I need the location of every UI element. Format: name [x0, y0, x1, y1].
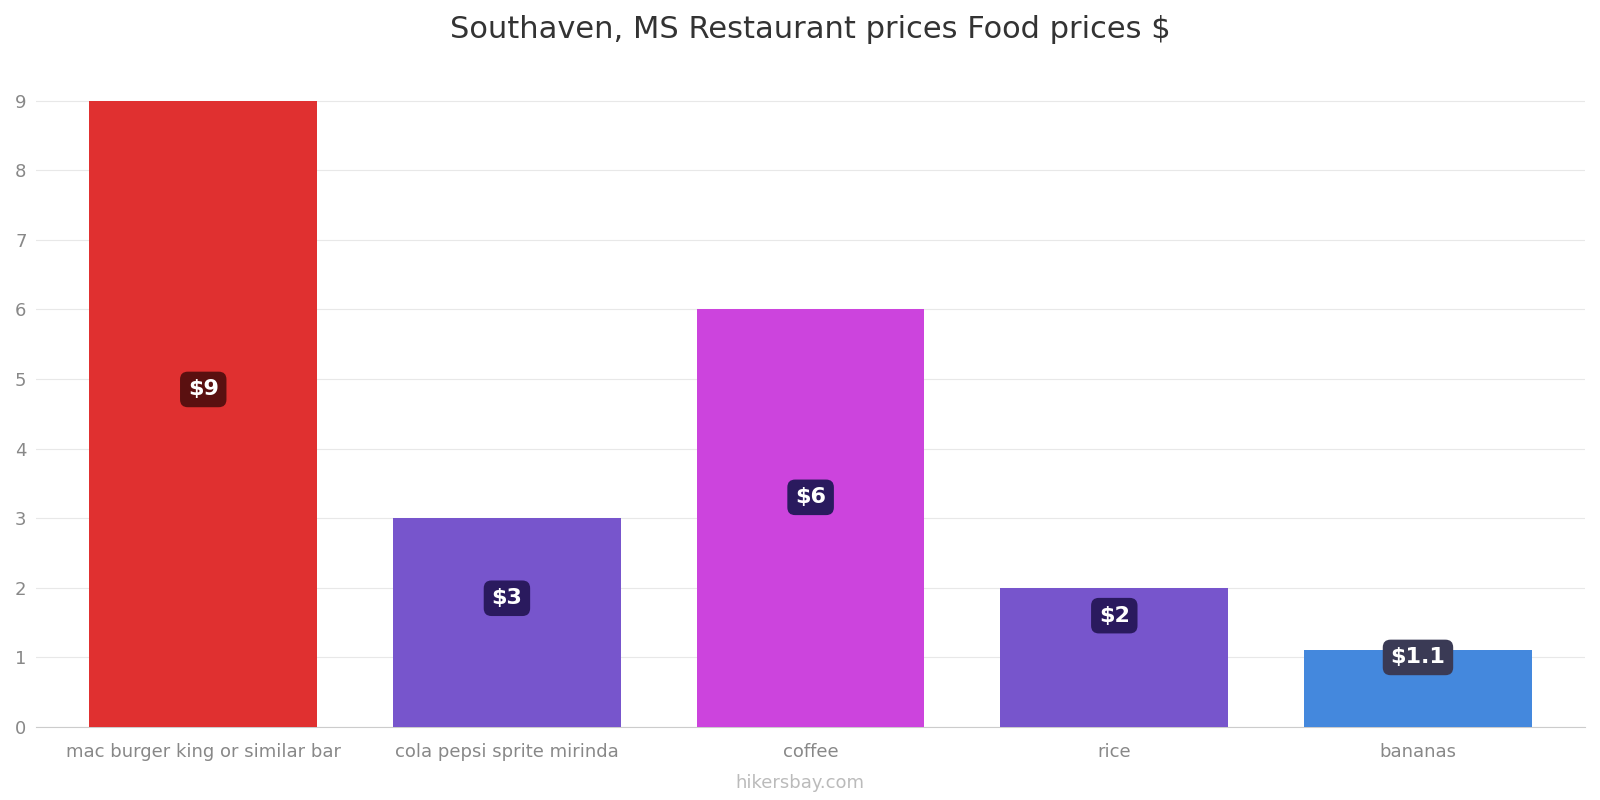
Text: $6: $6: [795, 487, 826, 507]
Bar: [696, 310, 925, 727]
Text: $2: $2: [1099, 606, 1130, 626]
Bar: [90, 101, 317, 727]
Bar: [1000, 588, 1229, 727]
Bar: [1304, 650, 1531, 727]
Text: $1.1: $1.1: [1390, 647, 1445, 667]
Bar: [394, 518, 621, 727]
Title: Southaven, MS Restaurant prices Food prices $: Southaven, MS Restaurant prices Food pri…: [450, 15, 1171, 44]
Text: $3: $3: [491, 588, 522, 608]
Text: $9: $9: [187, 379, 219, 399]
Text: hikersbay.com: hikersbay.com: [736, 774, 864, 792]
